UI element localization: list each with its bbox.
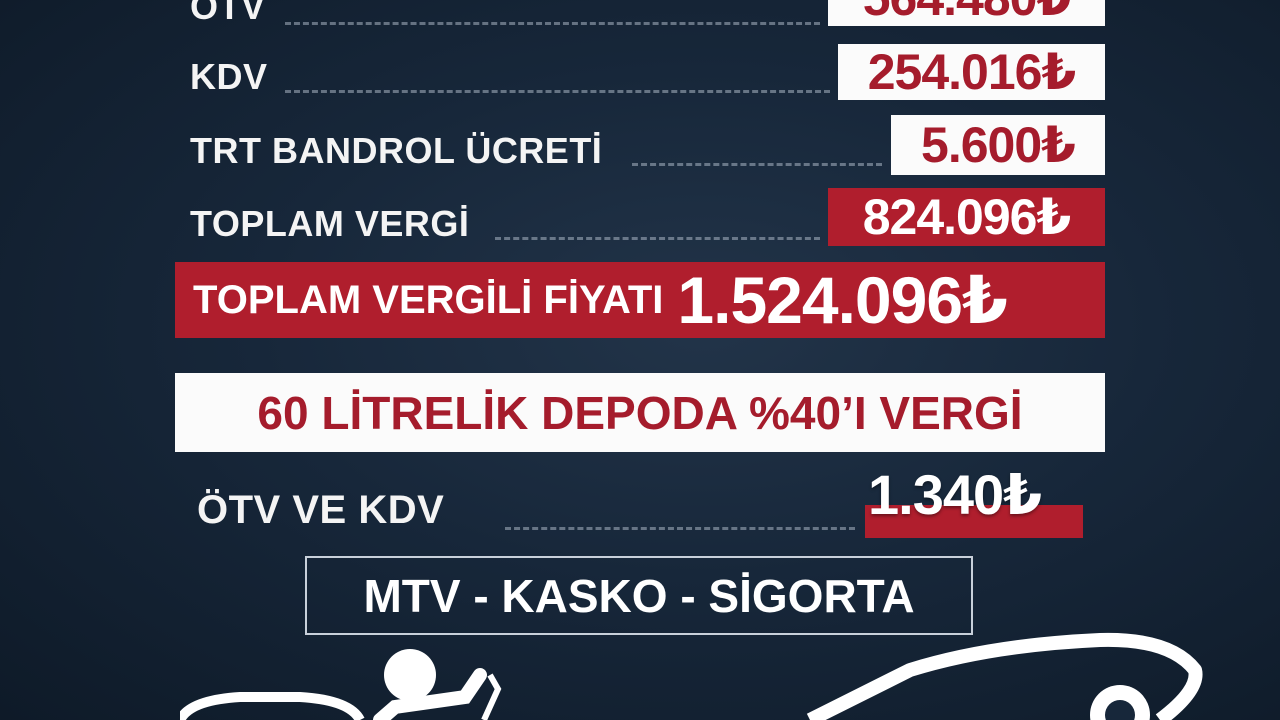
leader-dots xyxy=(632,163,882,166)
kdv-value: 254.016₺ xyxy=(838,44,1105,100)
otv-label: ÖTV xyxy=(190,0,266,27)
trt-label: TRT BANDROL ÜCRETİ xyxy=(190,130,603,171)
total-price-value: 1.524.096₺ xyxy=(677,262,1008,337)
total-price-label: TOPLAM VERGİLİ FİYATI xyxy=(193,277,664,322)
overturned-car-icon xyxy=(806,632,1203,720)
leader-dots xyxy=(505,527,855,530)
fuel-tax-highlight xyxy=(865,505,1083,538)
fuel-tax-value: 1.340₺ xyxy=(868,463,1042,526)
leader-dots xyxy=(285,22,820,25)
total-tax-value: 824.096₺ xyxy=(828,188,1105,246)
leader-dots xyxy=(285,90,830,93)
trt-value: 5.600₺ xyxy=(891,115,1105,175)
total-price-banner: TOPLAM VERGİLİ FİYATI 1.524.096₺ xyxy=(175,262,1105,338)
total-tax-label: TOPLAM VERGİ xyxy=(190,203,470,244)
fuel-headline: 60 LİTRELİK DEPODA %40’I VERGİ xyxy=(175,373,1105,452)
other-costs-box: MTV - KASKO - SİGORTA xyxy=(305,556,973,635)
person-with-fuel-nozzle-icon xyxy=(180,649,502,720)
kdv-label: KDV xyxy=(190,56,268,97)
fuel-tax-label: ÖTV VE KDV xyxy=(197,488,445,532)
leader-dots xyxy=(495,237,820,240)
otv-value: 564.480₺ xyxy=(828,0,1105,26)
